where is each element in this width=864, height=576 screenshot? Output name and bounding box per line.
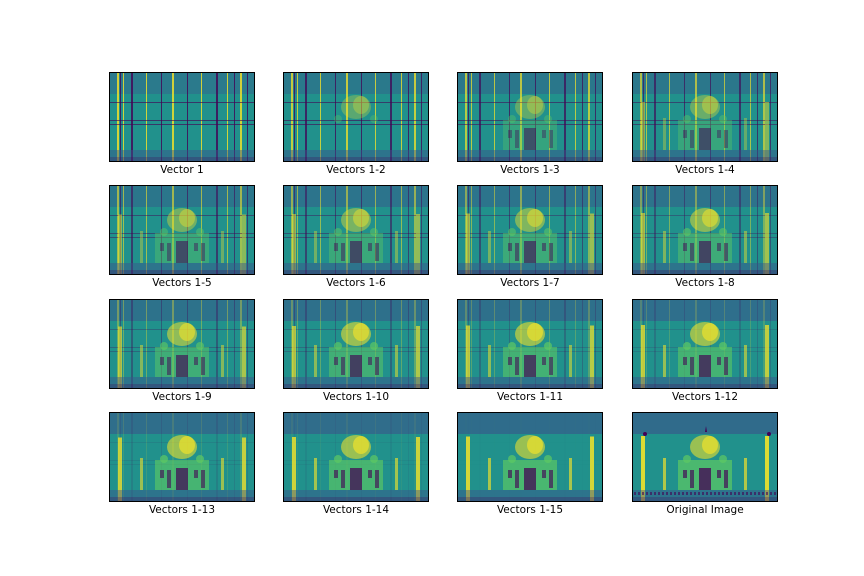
image-panel: Vectors 1-9 — [109, 299, 255, 403]
image-panel: Vectors 1-6 — [283, 185, 429, 289]
panel-caption: Vectors 1-14 — [322, 504, 390, 516]
reconstruction-image — [632, 412, 778, 502]
panel-caption: Vectors 1-10 — [322, 391, 390, 403]
panel-caption: Vectors 1-15 — [496, 504, 564, 516]
panel-caption: Vectors 1-6 — [326, 277, 386, 289]
panel-caption: Original Image — [666, 504, 744, 516]
reconstruction-image — [283, 412, 429, 502]
image-panel: Vectors 1-2 — [283, 72, 429, 176]
image-panel: Vectors 1-4 — [632, 72, 778, 176]
panel-caption: Vectors 1-8 — [675, 277, 735, 289]
panel-caption: Vector 1 — [160, 164, 204, 176]
reconstruction-image — [283, 72, 429, 162]
reconstruction-image — [283, 299, 429, 389]
reconstruction-image — [457, 412, 603, 502]
reconstruction-image — [457, 299, 603, 389]
panel-caption: Vectors 1-2 — [326, 164, 386, 176]
reconstruction-image — [283, 185, 429, 275]
image-panel: Vectors 1-11 — [457, 299, 603, 403]
panel-caption: Vectors 1-13 — [148, 504, 216, 516]
image-panel: Vectors 1-3 — [457, 72, 603, 176]
panel-caption: Vectors 1-4 — [675, 164, 735, 176]
panel-caption: Vectors 1-5 — [152, 277, 212, 289]
reconstruction-image — [457, 72, 603, 162]
image-panel: Vectors 1-12 — [632, 299, 778, 403]
reconstruction-image — [109, 185, 255, 275]
image-panel: Vectors 1-5 — [109, 185, 255, 289]
image-panel: Vectors 1-15 — [457, 412, 603, 516]
reconstruction-image — [109, 412, 255, 502]
image-panel: Vector 1 — [109, 72, 255, 176]
reconstruction-image — [109, 299, 255, 389]
reconstruction-image — [632, 72, 778, 162]
reconstruction-image — [109, 72, 255, 162]
panel-caption: Vectors 1-7 — [500, 277, 560, 289]
reconstruction-image — [457, 185, 603, 275]
image-panel: Vectors 1-13 — [109, 412, 255, 516]
image-panel: Vectors 1-10 — [283, 299, 429, 403]
reconstruction-image — [632, 185, 778, 275]
reconstruction-image — [632, 299, 778, 389]
image-panel: Original Image — [632, 412, 778, 516]
panel-caption: Vectors 1-12 — [671, 391, 739, 403]
image-panel: Vectors 1-7 — [457, 185, 603, 289]
panel-caption: Vectors 1-11 — [496, 391, 564, 403]
panel-caption: Vectors 1-3 — [500, 164, 560, 176]
image-panel: Vectors 1-14 — [283, 412, 429, 516]
image-panel: Vectors 1-8 — [632, 185, 778, 289]
panel-caption: Vectors 1-9 — [152, 391, 212, 403]
